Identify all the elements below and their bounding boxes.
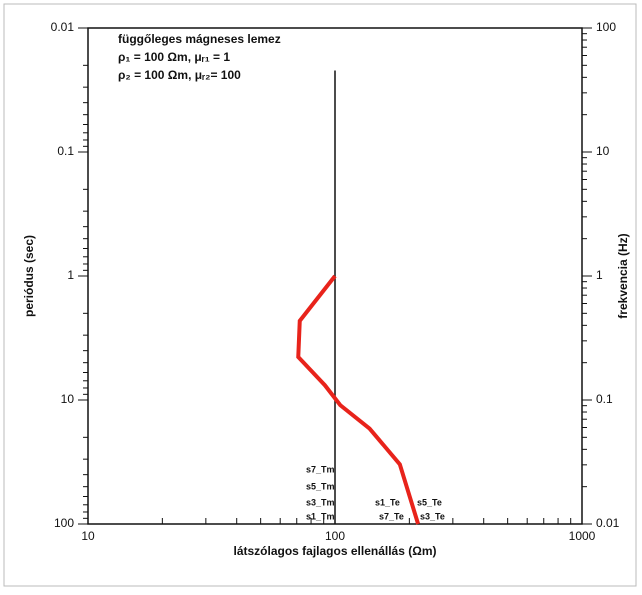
y2-tick-label: 0.1 [596,392,613,406]
annotation: s7_Tm [306,464,335,474]
x-axis-label: látszólagos fajlagos ellenállás (Ωm) [233,544,436,558]
annotation: s1_Te [375,497,400,507]
y-axis-label: periódus (sec) [22,235,36,317]
title-line: ρ₂ = 100 Ωm, μᵣ₂= 100 [118,68,241,82]
annotation: s5_Te [417,497,442,507]
y-tick-label: 0.01 [51,20,75,34]
y-tick-label: 10 [61,392,75,406]
y2-axis-label: frekvencia (Hz) [616,233,630,318]
x-tick-label: 1000 [569,529,596,543]
x-tick-label: 10 [81,529,95,543]
annotation: s3_Te [420,511,445,521]
annotation: s7_Te [379,511,404,521]
title-line: függőleges mágneses lemez [118,32,281,46]
x-tick-label: 100 [325,529,345,543]
y2-tick-label: 0.01 [596,516,620,530]
y2-tick-label: 100 [596,20,616,34]
annotation: s3_Tm [306,497,335,507]
annotation: s5_Tm [306,481,335,491]
y-tick-label: 0.1 [57,144,74,158]
y2-tick-label: 10 [596,144,610,158]
y-tick-label: 100 [54,516,74,530]
title-line: ρ₁ = 100 Ωm, μᵣ₁ = 1 [118,50,230,64]
y-tick-label: 1 [67,268,74,282]
series-line [296,274,421,525]
annotation: s1_Tm [306,511,335,521]
frame [3,3,637,587]
y2-tick-label: 1 [596,268,603,282]
